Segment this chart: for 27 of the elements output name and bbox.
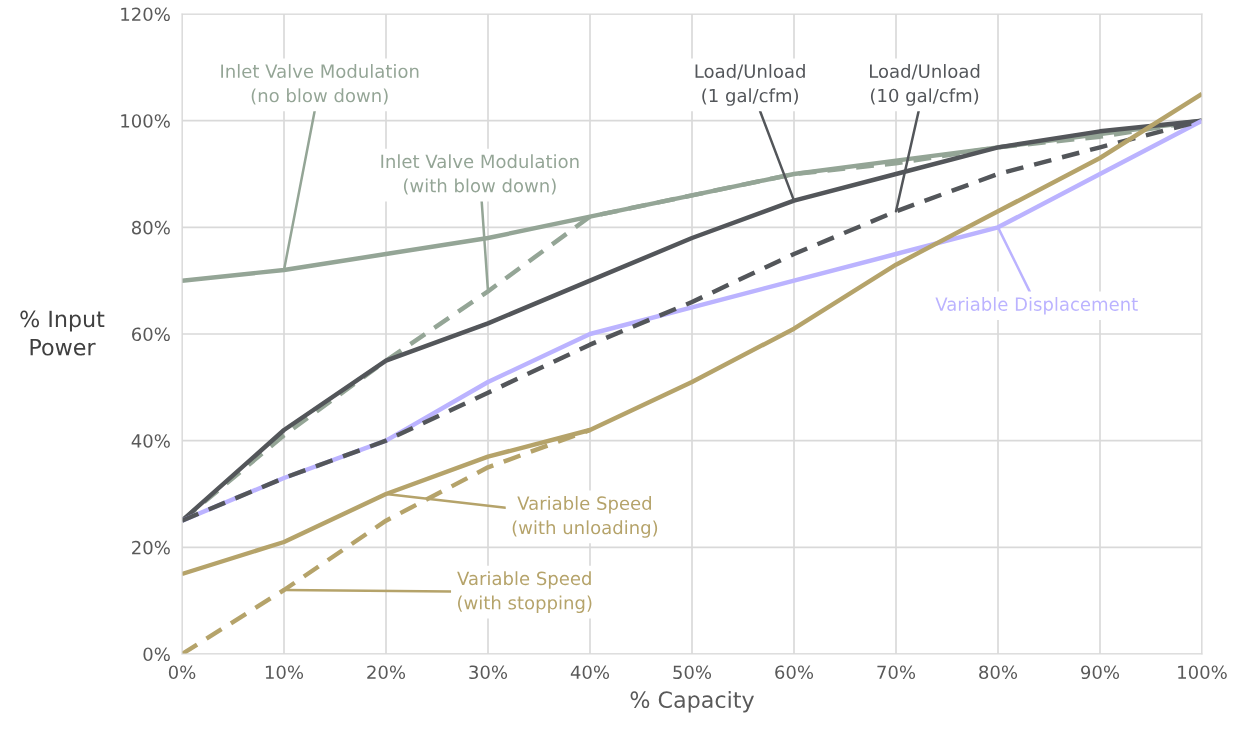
annotation: Inlet Valve Modulation (no blow down) xyxy=(221,64,419,105)
y-tick-label: 120% xyxy=(121,7,170,22)
annotation: Variable Speed (with unloading) xyxy=(512,496,658,538)
x-tick-label: 70% xyxy=(877,665,916,680)
annotation: Inlet Valve Modulation (with blow down) xyxy=(381,154,579,195)
x-axis-title: % Capacity xyxy=(630,690,754,713)
x-tick-label: 60% xyxy=(775,665,814,680)
x-tick-label: 0% xyxy=(168,665,196,680)
y-tick-label: 60% xyxy=(132,327,170,342)
y-tick-label: 80% xyxy=(131,220,170,235)
y-tick-label: 20% xyxy=(132,540,170,555)
x-tick-label: 20% xyxy=(367,665,406,680)
annotation: Load/Unload (1 gal/cfm) xyxy=(695,64,805,106)
annotation: Variable Displacement xyxy=(935,297,1138,315)
x-tick-label: 80% xyxy=(979,665,1018,680)
y-tick-label: 100% xyxy=(121,114,170,128)
y-tick-label: 40% xyxy=(131,434,170,448)
x-tick-label: 100% xyxy=(1178,665,1227,680)
x-tick-label: 10% xyxy=(265,665,304,680)
x-tick-label: 50% xyxy=(673,665,712,680)
annotation: Load/Unload (10 gal/cfm) xyxy=(870,64,980,106)
x-tick-label: 30% xyxy=(469,665,508,680)
y-axis-title: % Input Power xyxy=(20,310,105,356)
x-tick-label: 90% xyxy=(1081,665,1120,680)
annotation: Variable Speed (with stopping) xyxy=(457,571,592,614)
x-tick-label: 40% xyxy=(570,665,610,680)
y-tick-label: 0% xyxy=(143,647,170,662)
